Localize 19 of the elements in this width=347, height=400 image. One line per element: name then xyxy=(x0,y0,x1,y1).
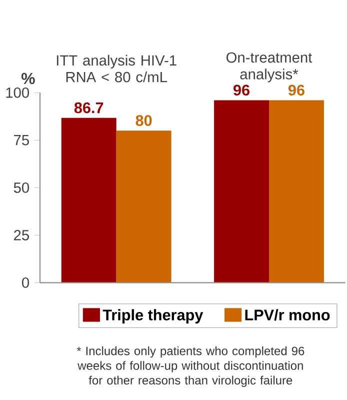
legend-label: Triple therapy xyxy=(102,309,204,324)
data-label: 80 xyxy=(136,115,152,126)
data-label: 96 xyxy=(288,84,304,96)
x-tick-label: ITT analysis HIV-1 RNA < 80 c/mL xyxy=(56,54,176,82)
y-tick-label: 50 xyxy=(14,182,30,193)
x-tick-label: On-treatment analysis* xyxy=(226,52,312,82)
bar xyxy=(214,100,269,283)
legend-label: LPV/r mono xyxy=(245,309,330,321)
y-tick-label: 25 xyxy=(14,230,29,240)
data-label: 86.7 xyxy=(74,102,104,114)
y-axis-title: % xyxy=(21,72,35,84)
y-tick-label: 0 xyxy=(22,277,30,288)
bar xyxy=(268,100,324,283)
bar xyxy=(116,130,172,283)
y-tick-label: 75 xyxy=(14,135,29,146)
text: * Includes only patients who completed 96 weeks of follow-up without discontinuation for other reasons than virologic failure xyxy=(76,346,304,387)
data-label: 96 xyxy=(234,84,250,96)
bar xyxy=(61,118,116,283)
y-tick-label: 100 xyxy=(6,87,30,98)
